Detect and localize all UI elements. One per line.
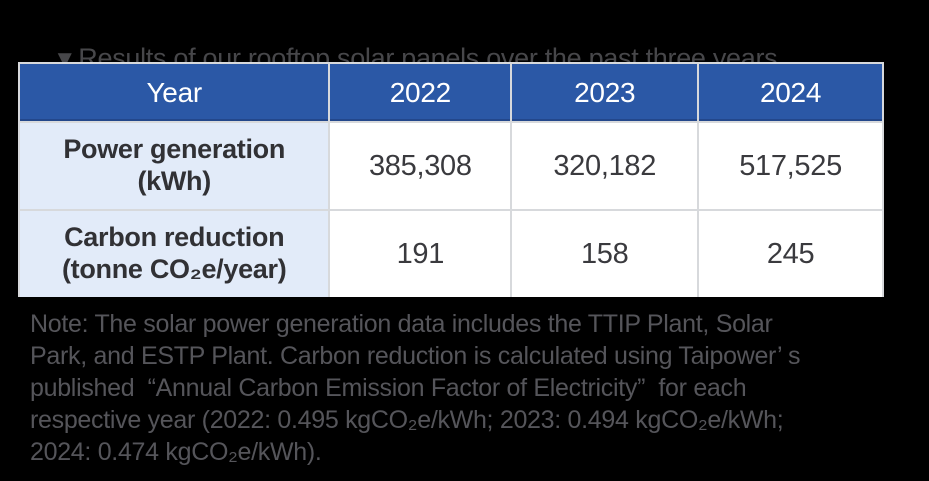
row-label-line1: Carbon reduction — [64, 222, 285, 253]
header-label: 2023 — [574, 76, 636, 108]
footnote-line: Note: The solar power generation data in… — [30, 310, 773, 338]
header-label: 2022 — [389, 76, 451, 108]
header-cell-2022: 2022 — [330, 64, 511, 121]
value-power-generation-2022: 385,308 — [330, 123, 511, 209]
row-label-line2: (kWh) — [137, 166, 211, 196]
footnote-line: published “Annual Carbon Emission Factor… — [30, 374, 747, 402]
header-cell-year: Year — [20, 64, 329, 121]
value-carbon-reduction-2022: 191 — [330, 211, 511, 297]
row-label-power-generation: Power generation (kWh) — [20, 123, 329, 209]
results-table: Year 2022 2023 2024 Power generation (kW… — [18, 62, 884, 297]
value-carbon-reduction-2023: 158 — [512, 211, 698, 297]
header-label: 2024 — [760, 76, 822, 108]
header-cell-2024: 2024 — [699, 64, 882, 121]
header-cell-2023: 2023 — [512, 64, 698, 121]
footnote-line: respective year (2022: 0.495 kgCO₂e/kWh;… — [30, 406, 784, 434]
header-label: Year — [146, 76, 203, 108]
value-power-generation-2024: 517,525 — [699, 123, 882, 209]
footnote-line: Park, and ESTP Plant. Carbon reduction i… — [30, 342, 801, 370]
row-label-line1: Power generation — [63, 134, 286, 165]
row-label-carbon-reduction: Carbon reduction (tonne CO₂e/year) — [20, 211, 329, 297]
footnote: Note: The solar power generation data in… — [30, 308, 800, 468]
row-label-line2: (tonne CO₂e/year) — [61, 254, 287, 284]
value-power-generation-2023: 320,182 — [512, 123, 698, 209]
value-carbon-reduction-2024: 245 — [699, 211, 882, 297]
footnote-line: 2024: 0.474 kgCO₂e/kWh). — [30, 438, 322, 466]
